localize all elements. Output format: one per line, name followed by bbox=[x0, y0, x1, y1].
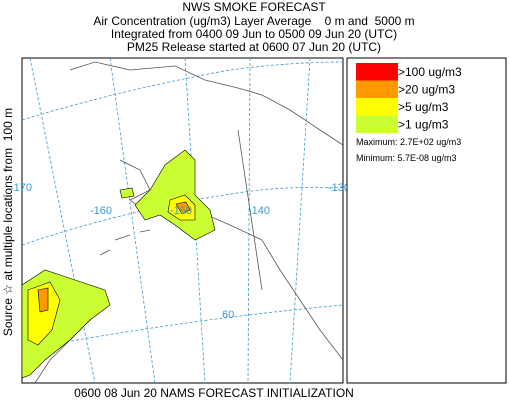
legend-label: >1 ug/m3 bbox=[398, 118, 449, 132]
footer: 0600 08 Jun 20 NAMS FORECAST INITIALIZAT… bbox=[74, 386, 354, 400]
grid-label: -150 bbox=[170, 205, 192, 217]
graticule bbox=[22, 186, 343, 246]
legend-label: >5 ug/m3 bbox=[398, 100, 449, 114]
smoke-area bbox=[27, 281, 61, 346]
graticule bbox=[289, 58, 311, 383]
source-label: Source ☆ at multiple locations from 100 … bbox=[1, 108, 15, 336]
coastline bbox=[99, 229, 151, 256]
map: -170 -160 -150 -140 -130 60 bbox=[10, 57, 350, 384]
smoke-area bbox=[119, 187, 135, 199]
grid-label: 60 bbox=[222, 309, 234, 321]
legend-swatch bbox=[356, 63, 398, 81]
grid-label: -130 bbox=[328, 182, 350, 194]
minimum: Minimum: 5.7E-08 ug/m3 bbox=[356, 153, 457, 163]
maximum: Maximum: 2.7E+02 ug/m3 bbox=[356, 137, 461, 147]
subtitle: Integrated from 0400 09 Jun to 0500 09 J… bbox=[111, 27, 397, 41]
border bbox=[237, 129, 263, 291]
graticule bbox=[247, 58, 251, 383]
legend-label: >100 ug/m3 bbox=[398, 65, 462, 79]
coastline bbox=[69, 61, 343, 146]
graticule bbox=[22, 61, 343, 121]
subtitle: Air Concentration (ug/m3) Layer Average … bbox=[93, 14, 414, 28]
title: NWS SMOKE FORECAST bbox=[182, 0, 326, 14]
legend-swatch bbox=[356, 98, 398, 116]
grid-label: -170 bbox=[10, 182, 32, 194]
legend-swatch bbox=[356, 115, 398, 133]
grid-label: -140 bbox=[248, 205, 270, 217]
smoke-area bbox=[175, 201, 191, 215]
subtitle: PM25 Release started at 0600 07 Jun 20 (… bbox=[127, 40, 381, 54]
graticule bbox=[29, 58, 96, 383]
legend: Maximum: 2.7E+02 ug/m3 Minimum: 5.7E-08 … bbox=[346, 57, 507, 384]
legend-swatch bbox=[356, 80, 398, 98]
smoke-area bbox=[37, 287, 49, 313]
legend-label: >20 ug/m3 bbox=[398, 83, 455, 97]
grid-label: -160 bbox=[90, 205, 112, 217]
